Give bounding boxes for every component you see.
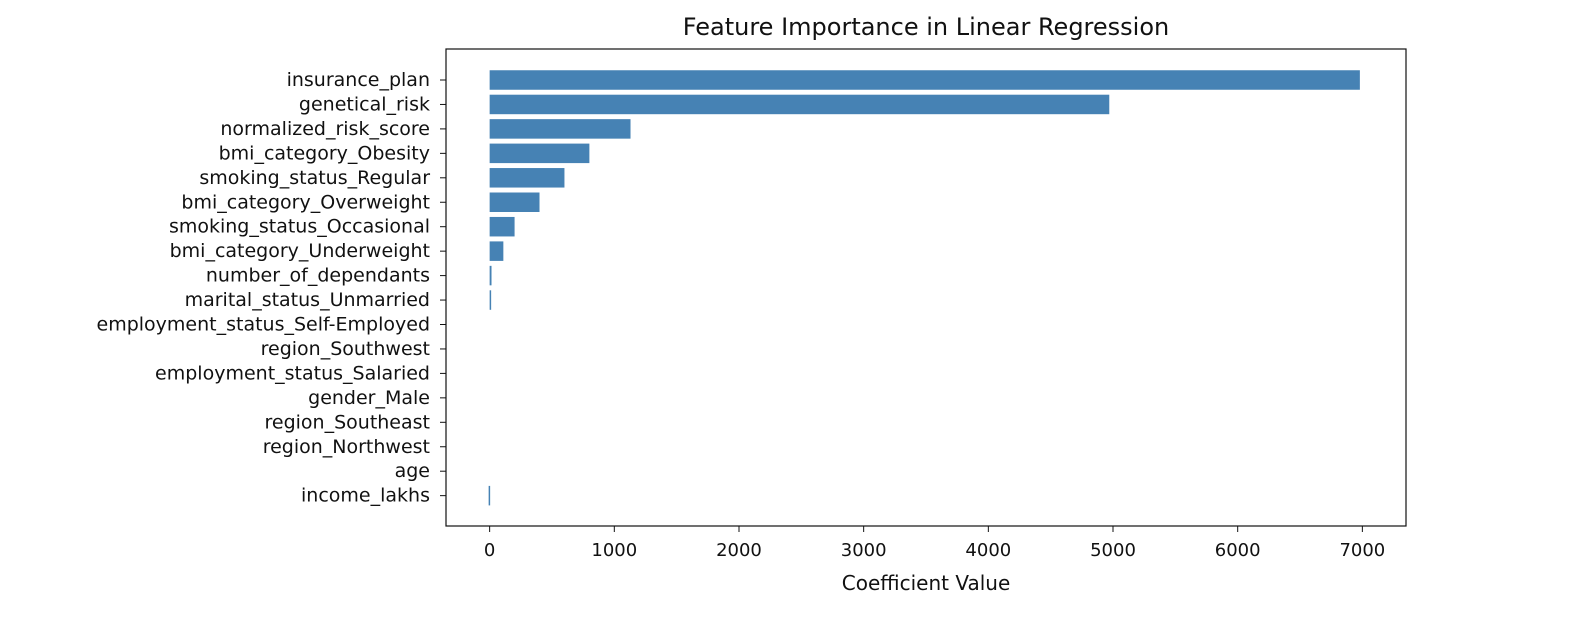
bar-number-of-dependants — [489, 265, 492, 286]
category-label: employment_status_Salaried — [155, 362, 430, 384]
x-tick-label: 2000 — [716, 540, 762, 561]
bar-insurance-plan — [489, 70, 1360, 90]
plot-frame — [445, 48, 1407, 527]
x-tick-label: 3000 — [841, 540, 887, 561]
bar-bmi-category-overweight — [489, 192, 540, 212]
category-label: normalized_risk_score — [220, 118, 430, 140]
bar-bmi-category-obesity — [489, 143, 590, 164]
category-label: gender_Male — [308, 387, 430, 409]
bar-smoking-status-regular — [489, 168, 565, 188]
x-axis-label: Coefficient Value — [842, 571, 1011, 595]
category-label: age — [395, 460, 430, 482]
category-label: genetical_risk — [299, 93, 430, 115]
category-label: region_Southwest — [261, 338, 430, 360]
category-label: insurance_plan — [287, 69, 430, 91]
category-label: bmi_category_Overweight — [181, 191, 430, 213]
category-label: smoking_status_Regular — [199, 167, 430, 189]
x-tick-label: 5000 — [1090, 540, 1136, 561]
y-tick-marks-layer — [440, 79, 446, 497]
x-tick-label: 6000 — [1215, 540, 1261, 561]
bar-income-lakhs — [488, 485, 491, 506]
x-tick-label: 0 — [484, 540, 495, 561]
x-tick-label: 4000 — [965, 540, 1011, 561]
bar-bmi-category-underweight — [489, 241, 504, 261]
chart-title: Feature Importance in Linear Regression — [683, 13, 1169, 41]
category-label: smoking_status_Occasional — [169, 216, 430, 238]
bar-smoking-status-occasional — [489, 216, 515, 237]
x-tick-label: 7000 — [1339, 540, 1385, 561]
category-label: bmi_category_Obesity — [219, 142, 430, 164]
bars-layer — [488, 70, 1360, 506]
x-ticks-layer: 0 1000 2000 3000 4000 5000 6000 7000 — [484, 526, 1385, 561]
bar-marital-status-unmarried — [489, 290, 492, 310]
bar-genetical-risk — [489, 94, 1110, 115]
category-label: number_of_dependants — [206, 265, 430, 287]
bar-normalized-risk-score — [489, 119, 631, 139]
category-label: region_Northwest — [263, 436, 430, 458]
category-label: region_Southeast — [265, 411, 431, 433]
x-tick-label: 1000 — [591, 540, 637, 561]
category-label: marital_status_Unmarried — [185, 289, 430, 311]
category-label: employment_status_Self-Employed — [97, 314, 430, 336]
category-label: bmi_category_Underweight — [170, 240, 430, 262]
category-label: income_lakhs — [301, 485, 430, 507]
